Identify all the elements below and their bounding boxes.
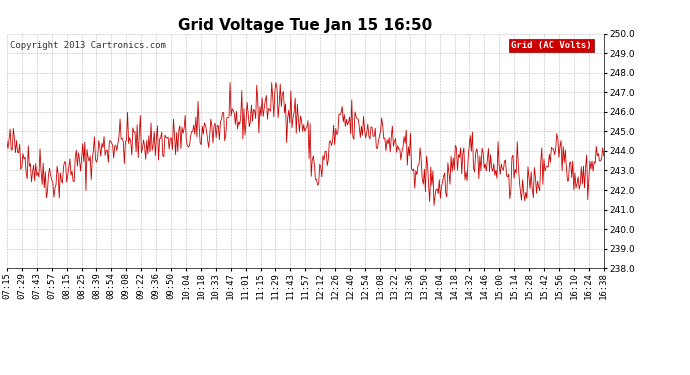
Title: Grid Voltage Tue Jan 15 16:50: Grid Voltage Tue Jan 15 16:50 (178, 18, 433, 33)
Text: Copyright 2013 Cartronics.com: Copyright 2013 Cartronics.com (10, 41, 166, 50)
Text: Grid (AC Volts): Grid (AC Volts) (511, 41, 592, 50)
